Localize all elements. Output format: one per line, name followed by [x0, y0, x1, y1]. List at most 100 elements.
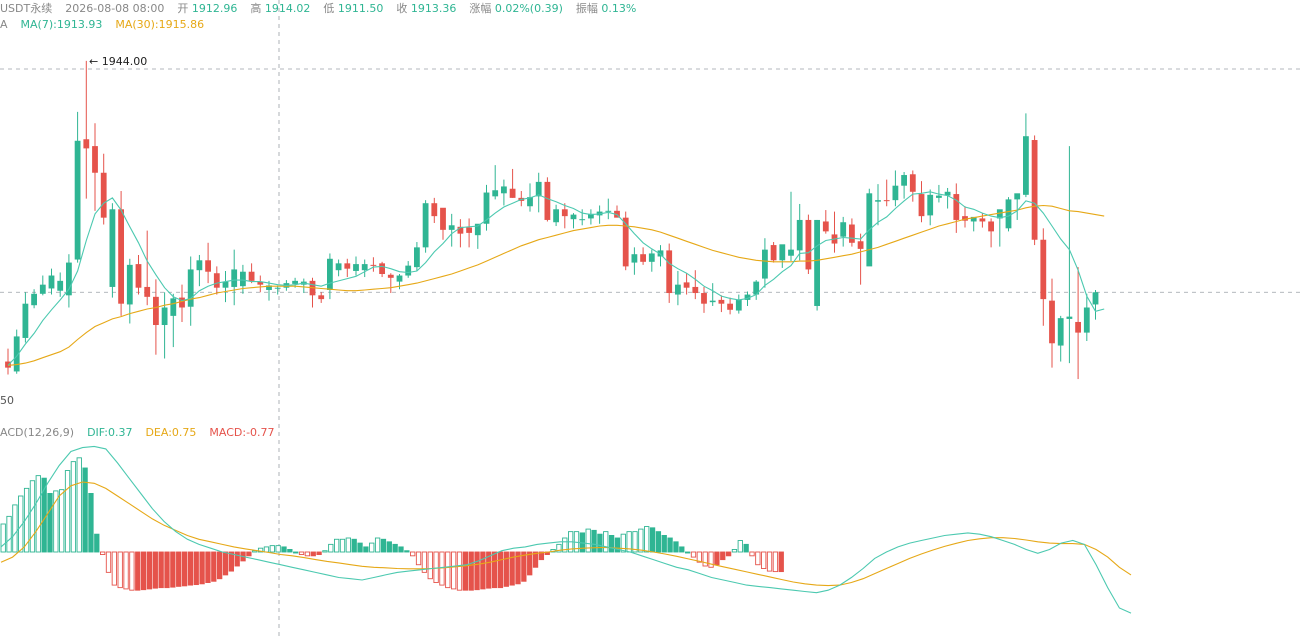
candle-body — [118, 209, 124, 304]
amplitude-label: 振幅 — [575, 2, 598, 15]
macd-bar — [205, 551, 211, 583]
macd-bar — [88, 493, 94, 553]
macd-bar — [334, 538, 340, 553]
axis-label-fragment: 50 — [0, 394, 14, 407]
macd-bar — [345, 537, 351, 553]
macd-bar — [685, 551, 691, 554]
candle-body — [918, 194, 925, 217]
ma-legend: A MA(7):1913.93 MA(30):1915.86 — [0, 18, 204, 31]
candle-body — [492, 190, 499, 197]
open-label: 开 — [177, 2, 189, 15]
close-label: 收 — [396, 2, 408, 15]
macd-bar — [228, 551, 234, 572]
macd-bar — [445, 551, 451, 589]
candle-body — [709, 300, 716, 303]
candle-body — [544, 181, 551, 220]
macd-bar — [696, 551, 703, 563]
candle-body — [231, 269, 238, 287]
macd-bar — [135, 551, 141, 591]
macd-bar — [532, 551, 539, 568]
macd-bar — [123, 551, 129, 590]
candle-body — [631, 254, 638, 263]
macd-bar — [76, 457, 82, 553]
candle-body — [327, 258, 333, 290]
macd-bar — [731, 549, 738, 553]
candle-body — [370, 264, 377, 266]
high-label: 高 — [250, 2, 262, 15]
candle-body — [701, 293, 707, 304]
macd-bar — [667, 537, 673, 553]
candle-body — [405, 265, 412, 276]
candle-body — [640, 254, 646, 262]
macd-bar — [35, 475, 41, 553]
macd-bar — [497, 551, 504, 589]
macd-bar — [538, 551, 545, 561]
candle-body — [779, 244, 786, 261]
candle-body — [909, 174, 916, 192]
candle-body — [187, 269, 194, 307]
candle-body — [501, 186, 507, 194]
candle-body — [292, 280, 298, 284]
macd-bar — [474, 551, 480, 591]
macd-bar — [82, 467, 88, 553]
candle-body — [248, 271, 255, 281]
macd-bar — [351, 538, 357, 553]
candle-body — [257, 281, 264, 285]
macd-bar — [702, 551, 708, 567]
candle-body — [683, 282, 690, 288]
candle-body — [796, 219, 803, 251]
low-label: 低 — [323, 2, 335, 15]
macd-bar — [369, 542, 375, 553]
candle-body — [92, 146, 98, 173]
macd-bar — [562, 537, 568, 553]
candle-body — [274, 287, 281, 289]
candle-body — [553, 209, 559, 223]
macd-bar — [64, 470, 71, 553]
macd-bar — [521, 551, 527, 582]
ma-prefix: A — [0, 18, 8, 31]
amplitude-value: 0.13% — [601, 2, 637, 15]
ma30-legend: MA(30):1915.86 — [115, 18, 205, 31]
macd-bar — [433, 551, 439, 583]
change-value: 0.02%(0.39) — [494, 2, 563, 15]
macd-bar — [70, 461, 77, 553]
candle-body — [170, 298, 177, 316]
candle-body — [936, 195, 942, 198]
macd-bar — [374, 537, 381, 553]
macd-bar — [146, 551, 153, 590]
candle-body — [857, 241, 864, 249]
candle-body — [692, 286, 699, 294]
macd-bar — [158, 551, 164, 589]
candle-panel — [5, 60, 1099, 380]
macd-bar — [480, 551, 486, 590]
macd-bar — [644, 526, 650, 553]
candle-body — [1075, 321, 1081, 333]
candle-body — [422, 203, 429, 248]
macd-bar — [263, 546, 270, 553]
macd-bar — [59, 489, 65, 553]
macd-bar — [339, 538, 346, 553]
macd-bar — [404, 550, 410, 553]
candle-body — [448, 225, 455, 230]
low-value: 1911.50 — [337, 2, 384, 15]
candle-body — [579, 219, 586, 221]
macd-bar — [398, 546, 404, 553]
macd-bar — [0, 523, 6, 553]
dea-legend: DEA:0.75 — [145, 426, 197, 439]
macd-bar — [281, 546, 287, 553]
macd-bar — [293, 551, 299, 554]
macd-bar — [392, 543, 398, 553]
macd-bar — [655, 531, 662, 553]
candle-body — [66, 262, 72, 296]
candle-body — [39, 284, 46, 294]
candle-body — [657, 250, 664, 257]
candle-body — [605, 210, 612, 212]
candle-body — [996, 209, 1003, 219]
macd-bar — [246, 551, 252, 557]
candle-body — [13, 336, 20, 372]
macd-bar — [234, 551, 240, 567]
candle-body — [83, 139, 90, 149]
candle-body — [196, 260, 203, 271]
